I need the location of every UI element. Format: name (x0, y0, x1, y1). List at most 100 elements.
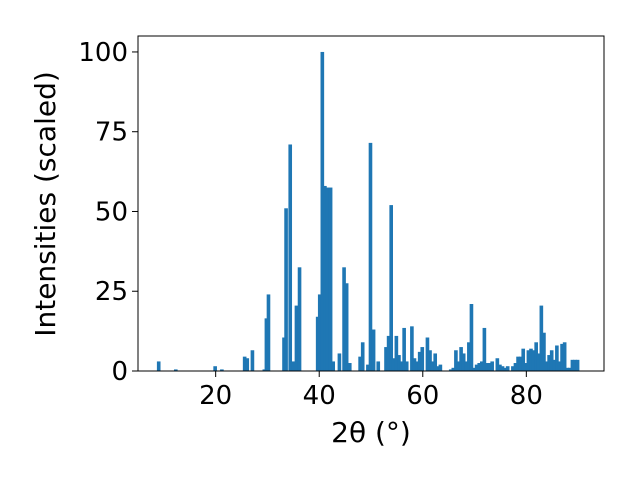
bar (325, 187, 330, 371)
x-tick-label: 80 (510, 381, 543, 411)
plot-frame (137, 35, 605, 372)
bar (262, 369, 267, 371)
bar (358, 356, 362, 371)
bar (250, 350, 255, 371)
bar (451, 367, 456, 371)
bar (342, 267, 346, 371)
bar (297, 267, 302, 371)
bar (417, 351, 422, 371)
y-tick-label: 25 (95, 277, 128, 307)
bar (487, 363, 492, 371)
y-tick-label: 50 (95, 197, 128, 227)
bar (397, 355, 401, 371)
y-axis-label: Intensities (scaled) (29, 71, 62, 337)
bar (472, 367, 476, 371)
bar (547, 355, 551, 371)
x-tick-label: 60 (406, 381, 439, 411)
bar (368, 142, 373, 371)
bar (454, 350, 458, 371)
bar (320, 51, 325, 371)
bar (394, 335, 399, 371)
bar (490, 361, 494, 371)
bar (317, 294, 322, 371)
bar (505, 366, 510, 371)
x-tick-label: 20 (199, 381, 232, 411)
bar (565, 367, 570, 371)
bar (511, 366, 515, 371)
bar (433, 353, 438, 371)
bar (288, 144, 293, 371)
bar (386, 335, 391, 371)
bar (461, 353, 466, 371)
bar (315, 316, 320, 371)
bar (562, 342, 567, 371)
y-tick-label: 75 (95, 118, 128, 148)
bar (360, 342, 365, 371)
bar (264, 318, 269, 371)
bar (399, 361, 404, 371)
bars-group (156, 51, 580, 371)
bar (415, 361, 419, 371)
bar (376, 361, 381, 371)
bar (291, 361, 296, 371)
bar (389, 205, 393, 371)
bar (391, 358, 396, 371)
bar (459, 347, 463, 371)
bar (534, 342, 538, 371)
y-tick-label: 100 (78, 38, 128, 68)
y-axis-ticks: 0 25 50 75 100 (78, 38, 138, 387)
bar (555, 345, 559, 371)
bar (156, 361, 161, 371)
bar (513, 363, 518, 371)
bar (428, 350, 432, 371)
bar (266, 294, 271, 371)
bar (282, 337, 286, 371)
bar (331, 361, 336, 371)
bar (420, 347, 425, 371)
bar (503, 367, 507, 371)
bar (536, 353, 541, 371)
bar (448, 369, 453, 371)
bar (337, 353, 342, 371)
bar (495, 358, 500, 371)
bar (404, 361, 409, 371)
bar (467, 342, 471, 371)
bar (435, 366, 440, 371)
bar (284, 208, 288, 371)
bar (575, 359, 580, 371)
bar (542, 332, 546, 371)
bar (516, 356, 520, 371)
bar (560, 343, 564, 371)
x-axis-ticks: 20 40 60 80 (199, 371, 543, 411)
bar (474, 364, 479, 371)
bar (456, 361, 461, 371)
bar (323, 185, 327, 371)
bar (568, 367, 572, 371)
bar (438, 364, 443, 371)
bar (498, 364, 502, 371)
bar (549, 350, 554, 371)
bar (570, 359, 575, 371)
bar (371, 329, 376, 371)
bar (482, 327, 487, 371)
bar (485, 363, 489, 371)
bar (294, 305, 299, 371)
bar (479, 361, 484, 371)
bar (347, 363, 352, 371)
bar (328, 187, 333, 371)
bar (464, 361, 469, 371)
bar (500, 366, 505, 371)
bar (573, 359, 577, 371)
bar (220, 369, 224, 371)
x-axis-label: 2θ (°) (331, 416, 411, 449)
bar (531, 350, 536, 371)
bar (529, 348, 533, 371)
bar (526, 350, 531, 371)
bar (557, 361, 562, 371)
bar (245, 358, 250, 371)
bar (412, 358, 417, 371)
bar (430, 361, 435, 371)
bar (402, 327, 406, 371)
bar (344, 283, 349, 371)
